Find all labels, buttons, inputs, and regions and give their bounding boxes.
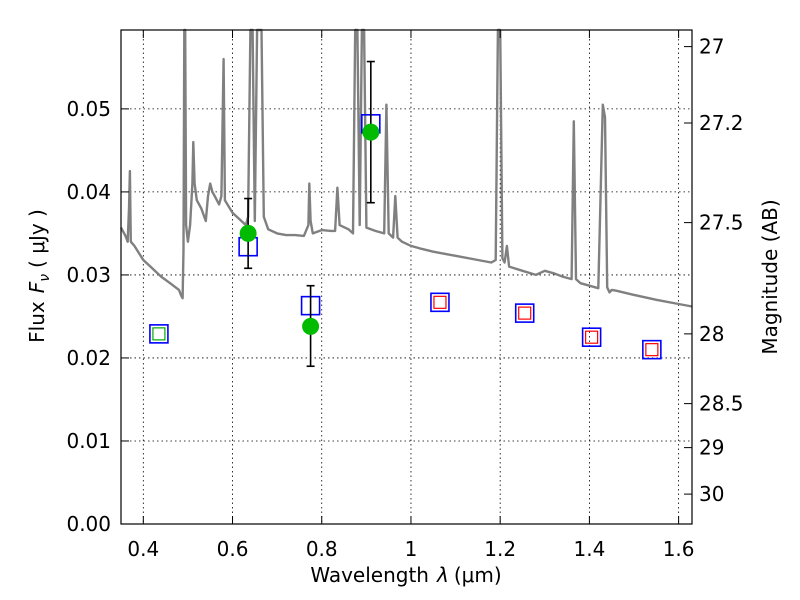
blue-square-marker [514,303,535,323]
blue-square-marker [430,292,450,313]
x-axis-label-symbol: λ [436,563,449,587]
red-square-marker [645,343,659,357]
green-square-marker [152,327,166,341]
plot-frame [120,29,693,525]
y2-tick-label: 28 [699,322,724,346]
y2-tick-label: 27 [699,35,724,59]
photometry-markers [149,60,662,368]
blue-square-marker [149,324,169,344]
blue-square-marker [581,327,602,347]
y2-tick-label: 29 [699,436,724,460]
x-tick-label: 0.6 [217,537,249,561]
y-axis-label-symbol: F [25,281,49,293]
blue-square-marker [642,339,662,360]
y2-tick-label: 27.5 [699,211,744,235]
red-square-marker [433,295,447,309]
x-tick-label: 1.4 [573,537,605,561]
green-dot-marker [302,317,320,335]
y2-tick-label: 28.5 [699,392,744,416]
y-tick-label: 0.04 [66,180,111,204]
x-tick-label: 1 [405,537,418,561]
y-axis-label-subscript: ν [37,274,53,282]
y-tick-label: 0.05 [66,97,111,121]
y-axis-label-prefix: Flux [25,301,49,343]
red-square-marker [585,330,599,344]
y-axis-label-unit: ( μJy ) [25,209,49,268]
green-dot-marker [362,123,380,141]
axis-ticks: 0.4 0.6 0.8 1 1.2 1.4 1.6 0.00 0.01 0.02 0.03 0.04 0… [66,30,744,561]
y-axis-label: Flux Fν ( μJy ) [25,209,53,343]
model-spectrum [119,28,693,308]
y-tick-label: 0.03 [66,263,111,287]
x-axis-label-unit: (μm) [454,563,502,587]
y-tick-label: 0.00 [66,512,111,536]
x-tick-label: 0.8 [306,537,338,561]
x-axis-label-prefix: Wavelength [310,563,429,587]
x-tick-label: 1.2 [484,537,516,561]
green-dot-marker [239,224,257,242]
y-tick-label: 0.02 [66,346,111,370]
x-tick-label: 0.4 [127,537,159,561]
x-axis-label: Wavelength λ (μm) [310,563,501,587]
y2-axis-label: Magnitude (AB) [758,199,782,354]
y2-tick-label: 27.2 [699,111,744,135]
spectrum-line [119,28,693,308]
y-tick-label: 0.01 [66,429,111,453]
x-tick-label: 1.6 [663,537,695,561]
red-square-marker [518,306,532,320]
y2-tick-label: 30 [699,482,724,506]
